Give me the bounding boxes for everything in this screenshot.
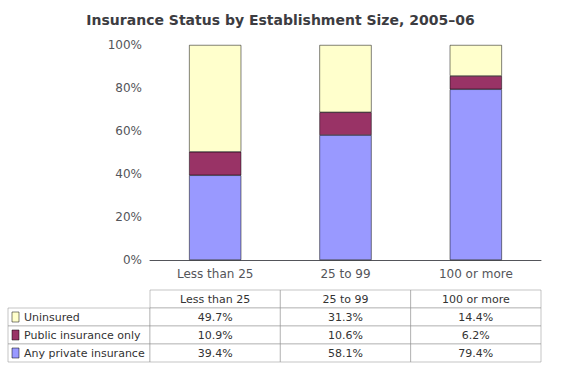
svg-text:100 or more: 100 or more xyxy=(442,293,510,306)
svg-text:0%: 0% xyxy=(123,253,142,267)
svg-text:Any private insurance: Any private insurance xyxy=(24,347,145,360)
svg-text:60%: 60% xyxy=(115,124,142,138)
svg-text:Less than 25: Less than 25 xyxy=(177,267,254,281)
svg-text:58.1%: 58.1% xyxy=(328,347,363,360)
svg-text:Less than 25: Less than 25 xyxy=(180,293,250,306)
svg-text:10.6%: 10.6% xyxy=(328,329,363,342)
svg-text:80%: 80% xyxy=(115,81,142,95)
svg-text:14.4%: 14.4% xyxy=(458,311,493,324)
svg-text:25 to 99: 25 to 99 xyxy=(322,293,368,306)
svg-text:20%: 20% xyxy=(115,210,142,224)
svg-text:39.4%: 39.4% xyxy=(198,347,233,360)
svg-text:40%: 40% xyxy=(115,167,142,181)
svg-text:100 or more: 100 or more xyxy=(439,267,513,281)
svg-text:79.4%: 79.4% xyxy=(458,347,493,360)
svg-text:Public insurance only: Public insurance only xyxy=(24,329,141,342)
svg-text:100%: 100% xyxy=(108,38,142,52)
svg-text:10.9%: 10.9% xyxy=(198,329,233,342)
svg-text:Insurance Status by Establishm: Insurance Status by Establishment Size, … xyxy=(86,12,474,28)
svg-text:31.3%: 31.3% xyxy=(328,311,363,324)
svg-text:49.7%: 49.7% xyxy=(198,311,233,324)
svg-text:25 to 99: 25 to 99 xyxy=(320,267,370,281)
svg-text:6.2%: 6.2% xyxy=(462,329,490,342)
svg-text:Uninsured: Uninsured xyxy=(24,311,80,324)
